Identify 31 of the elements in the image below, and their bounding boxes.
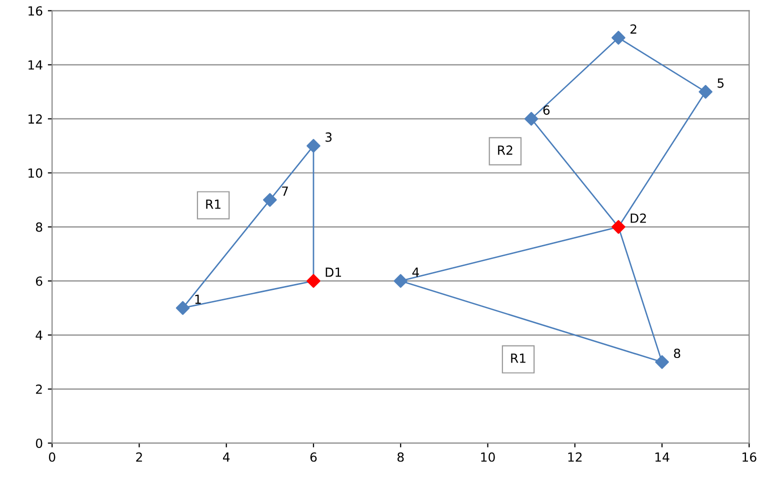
annotation: D2 <box>630 213 646 223</box>
annotation: 6 <box>543 105 550 115</box>
y-tick-label: 6 <box>36 276 42 286</box>
x-tick-label: 2 <box>136 452 142 462</box>
annotation: 1 <box>195 294 201 304</box>
x-tick-label: 14 <box>655 452 670 462</box>
x-tick-label: 10 <box>481 452 495 462</box>
annotation: R1 <box>511 354 526 363</box>
x-tick-label: 0 <box>48 452 56 462</box>
annotation: R1 <box>206 200 220 209</box>
y-tick-label: 2 <box>36 384 42 394</box>
x-tick-label: 8 <box>397 452 404 462</box>
x-tick-label: 4 <box>222 452 230 462</box>
annotation: D1 <box>326 268 342 277</box>
x-tick-label: 16 <box>742 452 756 462</box>
annotation: 8 <box>674 348 680 358</box>
y-tick-label: 0 <box>36 438 42 448</box>
annotation: 4 <box>412 268 419 277</box>
y-tick-label: 10 <box>28 168 42 178</box>
y-tick-label: 4 <box>36 330 42 340</box>
y-tick-label: 16 <box>28 6 42 16</box>
annotation: 7 <box>282 186 288 196</box>
x-tick-label: 6 <box>310 452 317 462</box>
x-tick-label: 12 <box>568 452 582 462</box>
annotation: 2 <box>630 24 636 34</box>
annotation: R2 <box>498 145 512 155</box>
y-tick-label: 14 <box>28 60 42 70</box>
y-tick-label: 8 <box>36 222 42 232</box>
annotation: 5 <box>718 78 724 88</box>
y-tick-label: 12 <box>28 114 42 124</box>
annotation: 3 <box>326 132 332 142</box>
